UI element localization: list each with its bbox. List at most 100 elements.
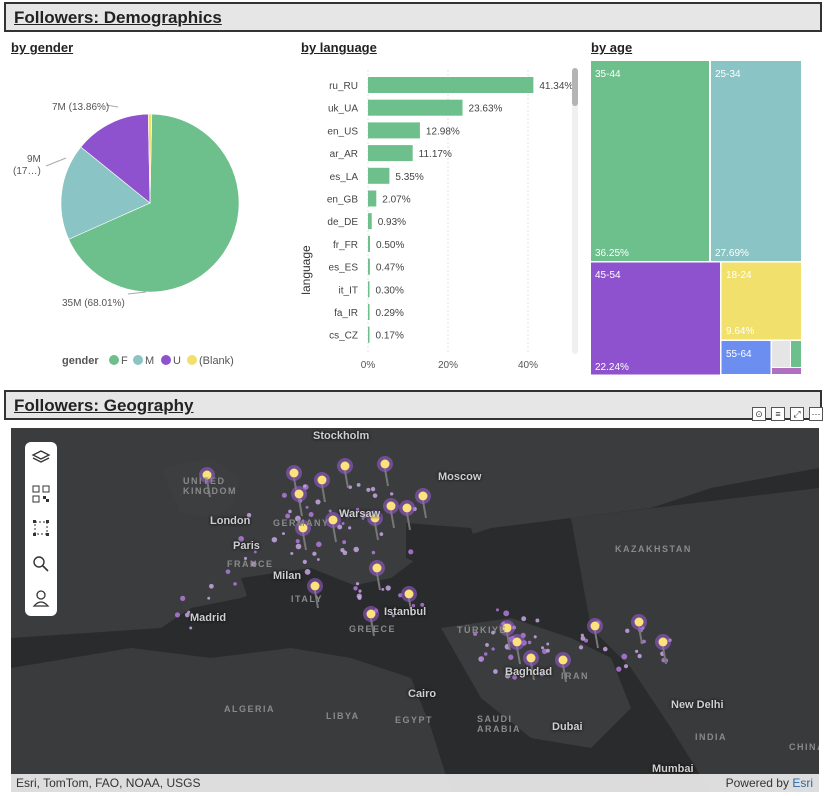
map-dot[interactable] — [602, 646, 608, 652]
language-bar-fr_fr[interactable] — [368, 235, 370, 252]
map-dot[interactable] — [512, 674, 518, 680]
map-pin[interactable] — [337, 458, 353, 489]
map-dot[interactable] — [578, 645, 584, 650]
map-dot[interactable] — [305, 505, 309, 509]
map-dot[interactable] — [541, 648, 548, 655]
select-area-icon[interactable] — [31, 518, 51, 538]
map-dot[interactable] — [504, 672, 511, 679]
pin-icon[interactable]: ⊙ — [752, 407, 766, 421]
map-dot[interactable] — [340, 510, 345, 516]
map-dot[interactable] — [174, 612, 180, 618]
map-dot[interactable] — [342, 540, 347, 545]
map-dot[interactable] — [295, 543, 302, 550]
map-dot[interactable] — [207, 596, 211, 600]
map-dot[interactable] — [246, 513, 252, 518]
map-dot[interactable] — [328, 509, 332, 513]
map-dot[interactable] — [503, 610, 510, 617]
language-bar-cs_cz[interactable] — [368, 326, 370, 343]
map-pin[interactable] — [655, 634, 671, 665]
map-dot[interactable] — [637, 653, 642, 659]
map-dot[interactable] — [623, 664, 629, 669]
pie-slice-blank[interactable] — [147, 113, 153, 204]
powered-by-esri-link[interactable]: Esri — [792, 776, 813, 790]
treemap-cell-small-3[interactable] — [771, 367, 802, 375]
map-dot[interactable] — [356, 483, 361, 487]
map-dot[interactable] — [372, 493, 378, 498]
pie-slice-f[interactable] — [68, 113, 240, 293]
map-dot[interactable] — [391, 614, 395, 618]
language-bar-uk_ua[interactable] — [368, 99, 463, 116]
map-dot[interactable] — [385, 585, 391, 591]
map-pin[interactable] — [509, 634, 525, 665]
map-dot[interactable] — [472, 631, 478, 636]
map-dot[interactable] — [251, 561, 257, 567]
map-dot[interactable] — [348, 485, 353, 490]
map-dot[interactable] — [366, 487, 371, 492]
language-scrollbar-thumb[interactable] — [572, 68, 578, 106]
map-dot[interactable] — [390, 492, 394, 496]
map-dot[interactable] — [371, 550, 376, 555]
map-pin[interactable] — [555, 652, 571, 683]
language-bar-de_de[interactable] — [368, 213, 372, 230]
map-dot[interactable] — [616, 666, 622, 672]
map-pin[interactable] — [325, 512, 341, 543]
map-dot[interactable] — [408, 549, 414, 555]
map-dot[interactable] — [635, 649, 639, 653]
more-icon[interactable]: ⋯ — [809, 407, 823, 421]
map-dot[interactable] — [485, 643, 489, 647]
language-bar-en_us[interactable] — [368, 122, 420, 139]
map-dot[interactable] — [358, 589, 362, 593]
map-dot[interactable] — [580, 633, 584, 637]
map-dot[interactable] — [527, 640, 532, 645]
map-dot[interactable] — [180, 595, 186, 601]
person-icon[interactable] — [31, 588, 51, 608]
map-dot[interactable] — [316, 558, 320, 561]
pie-slice-u[interactable] — [80, 113, 151, 204]
map-dot[interactable] — [379, 532, 384, 536]
map-dot[interactable] — [294, 515, 301, 522]
map-dot[interactable] — [290, 551, 294, 556]
map-dot[interactable] — [545, 648, 550, 653]
map-dot[interactable] — [281, 492, 287, 498]
layers-icon[interactable] — [31, 448, 51, 468]
map-pin[interactable] — [631, 614, 647, 645]
map-dot[interactable] — [243, 556, 248, 560]
language-bar-fa_ir[interactable] — [368, 304, 370, 320]
map-dot[interactable] — [491, 647, 495, 651]
expand-icon[interactable]: ⤢ — [790, 407, 804, 421]
map-dot[interactable] — [302, 559, 307, 564]
map-dot[interactable] — [625, 628, 630, 634]
map-dot[interactable] — [225, 569, 231, 574]
map-dot[interactable] — [355, 582, 360, 586]
map-dot[interactable] — [308, 511, 314, 517]
map-dot[interactable] — [288, 509, 292, 514]
map-dot[interactable] — [346, 514, 350, 518]
map-pin[interactable] — [314, 472, 330, 503]
map-dot[interactable] — [361, 516, 365, 520]
language-scrollbar-track[interactable] — [572, 68, 578, 354]
map-dot[interactable] — [303, 484, 307, 488]
filter-icon[interactable]: ≡ — [771, 407, 785, 421]
map-dot[interactable] — [316, 541, 322, 548]
map-dot[interactable] — [621, 653, 628, 660]
map-dot[interactable] — [546, 642, 550, 646]
map-dot[interactable] — [584, 638, 589, 643]
map-dot[interactable] — [580, 636, 586, 641]
map-dot[interactable] — [253, 550, 257, 554]
map-dot[interactable] — [495, 608, 499, 612]
map-dot[interactable] — [362, 512, 369, 518]
language-bar-en_gb[interactable] — [368, 190, 377, 207]
followers-map[interactable]: Stockholm Moscow London Warsaw Paris Mil… — [11, 428, 819, 792]
map-dot[interactable] — [184, 612, 190, 618]
map-dot[interactable] — [411, 603, 416, 608]
map-dot[interactable] — [353, 586, 358, 591]
map-dot[interactable] — [381, 587, 385, 591]
map-pin[interactable] — [367, 510, 383, 541]
map-dot[interactable] — [238, 536, 244, 542]
treemap-cell-small-1[interactable] — [771, 340, 791, 368]
map-pin[interactable] — [377, 456, 393, 487]
map-pin[interactable] — [363, 606, 379, 637]
map-pin[interactable] — [401, 586, 417, 617]
map-dot[interactable] — [189, 626, 193, 630]
map-dot[interactable] — [370, 486, 376, 492]
